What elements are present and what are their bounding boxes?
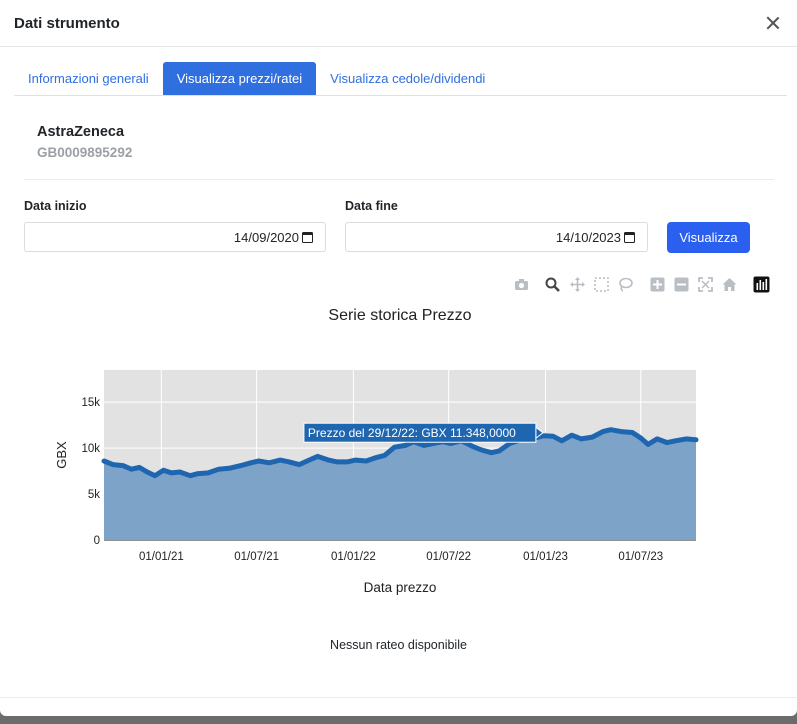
hover-pointer xyxy=(535,426,544,440)
y-tick-label: 0 xyxy=(94,535,100,547)
x-tick-label: 01/01/22 xyxy=(331,551,376,563)
chart-modebar xyxy=(0,276,797,294)
pan-icon[interactable] xyxy=(569,276,586,293)
end-date-input[interactable]: 14/10/2023 xyxy=(345,222,648,252)
plotly-logo-icon[interactable] xyxy=(753,276,770,293)
visualizza-button[interactable]: Visualizza xyxy=(667,222,750,253)
series-line xyxy=(101,427,699,479)
instrument-info: AstraZeneca GB0009895292 xyxy=(37,124,132,160)
x-axis-title: Data prezzo xyxy=(364,580,437,595)
x-axis: 01/01/21 01/07/21 01/01/22 01/07/22 01/01/23… xyxy=(139,551,663,563)
start-date-label: Data inizio xyxy=(24,199,87,213)
no-rateo-message: Nessun rateo disponibile xyxy=(330,638,467,652)
price-series[interactable] xyxy=(101,427,699,540)
start-date-input[interactable]: 14/09/2020 xyxy=(24,222,326,252)
instrument-isin: GB0009895292 xyxy=(37,145,133,160)
box-select-icon[interactable] xyxy=(593,276,610,293)
modal-footer-divider xyxy=(0,697,797,698)
modal-header: Dati strumento xyxy=(0,0,797,47)
divider xyxy=(24,179,774,180)
y-axis: 0 5k 10k 15k xyxy=(81,397,100,547)
zoom-out-icon[interactable] xyxy=(673,276,690,293)
x-tick-label: 01/07/21 xyxy=(234,551,279,563)
hover-tooltip: Prezzo del 29/12/22: GBX 11.348,0000 xyxy=(303,422,544,443)
start-date-value: 14/09/2020 xyxy=(233,229,299,245)
y-tick-label: 5k xyxy=(88,489,100,501)
zoom-icon[interactable] xyxy=(544,276,561,293)
series-area xyxy=(104,429,696,540)
tab-visualizza-cedole[interactable]: Visualizza cedole/dividendi xyxy=(330,71,486,86)
y-tick-label: 10k xyxy=(81,443,100,455)
reset-axes-icon[interactable] xyxy=(721,276,738,293)
tab-bar: Informazioni generali Visualizza prezzi/… xyxy=(14,62,787,96)
x-tick-label: 01/01/21 xyxy=(139,551,184,563)
y-tick-label: 15k xyxy=(81,397,100,409)
lasso-select-icon[interactable] xyxy=(617,276,634,293)
tab-visualizza-prezzi[interactable]: Visualizza prezzi/ratei xyxy=(162,62,317,95)
modal-title: Dati strumento xyxy=(14,14,120,32)
camera-icon[interactable] xyxy=(513,276,530,293)
y-axis-title: GBX xyxy=(54,441,69,469)
calendar-icon[interactable] xyxy=(624,231,635,243)
tab-informazioni-generali[interactable]: Informazioni generali xyxy=(28,71,149,86)
end-date-label: Data fine xyxy=(345,199,398,213)
x-tick-label: 01/07/22 xyxy=(426,551,471,563)
zoom-in-icon[interactable] xyxy=(649,276,666,293)
x-tick-label: 01/07/23 xyxy=(618,551,663,563)
hover-label: Prezzo del 29/12/22: GBX 11.348,0000 xyxy=(308,426,516,440)
x-tick-label: 01/01/23 xyxy=(523,551,568,563)
calendar-icon[interactable] xyxy=(302,231,313,243)
autoscale-icon[interactable] xyxy=(697,276,714,293)
end-date-value: 14/10/2023 xyxy=(555,229,621,245)
instrument-name: AstraZeneca xyxy=(37,124,125,140)
chart-title: Serie storica Prezzo xyxy=(328,307,471,324)
